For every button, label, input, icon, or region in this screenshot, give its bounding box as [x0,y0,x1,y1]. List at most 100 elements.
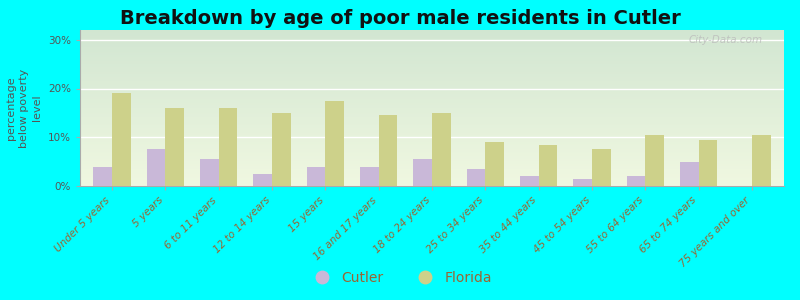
Bar [254,174,272,186]
Bar [80,108,784,110]
Bar [80,103,784,105]
Bar [80,175,784,177]
Bar [80,150,784,152]
Bar [200,159,218,186]
Bar [80,170,784,172]
Bar [80,141,784,142]
Bar [80,47,784,49]
Bar [80,75,784,77]
Bar [486,142,504,186]
Bar [80,49,784,50]
Bar [80,50,784,52]
Bar [80,99,784,100]
Bar [80,39,784,41]
Bar [80,74,784,75]
Bar [80,61,784,63]
Bar [94,167,112,186]
Bar [80,92,784,94]
Bar [80,181,784,183]
Bar [80,69,784,70]
Bar [80,139,784,141]
Bar [80,91,784,92]
Bar [80,173,784,175]
Bar [466,169,486,186]
Bar [80,63,784,64]
Bar [80,82,784,83]
Bar [80,106,784,108]
Bar [80,38,784,39]
Bar [80,142,784,144]
Bar [80,30,784,31]
Bar [80,55,784,56]
Bar [80,147,784,148]
Bar [80,97,784,99]
Bar [80,88,784,89]
Bar [80,60,784,61]
Bar [80,43,784,44]
Bar [80,121,784,122]
Bar [218,108,238,186]
Bar [80,32,784,33]
Bar [80,83,784,85]
Bar [80,183,784,184]
Bar [80,41,784,43]
Bar [80,148,784,150]
Bar [80,177,784,178]
Bar [80,105,784,106]
Bar [80,128,784,130]
Bar [80,158,784,160]
Bar [626,176,646,186]
Bar [80,72,784,74]
Bar [326,101,344,186]
Bar [538,145,558,186]
Bar [80,134,784,136]
Bar [80,86,784,88]
Bar [80,80,784,82]
Bar [680,162,698,186]
Bar [146,149,166,186]
Bar [80,155,784,156]
Bar [80,163,784,164]
Bar [80,146,784,147]
Bar [166,108,184,186]
Bar [360,167,378,186]
Bar [80,122,784,124]
Bar [80,89,784,91]
Bar [80,68,784,69]
Bar [80,156,784,158]
Bar [80,164,784,166]
Bar [80,160,784,161]
Bar [80,116,784,117]
Bar [80,172,784,173]
Bar [80,161,784,163]
Bar [80,46,784,47]
Bar [80,180,784,181]
Bar [80,169,784,170]
Bar [80,52,784,53]
Bar [272,113,290,186]
Bar [592,149,610,186]
Bar [80,78,784,80]
Bar [80,138,784,139]
Bar [752,135,770,186]
Bar [80,130,784,131]
Bar [80,36,784,38]
Bar [80,184,784,186]
Text: Breakdown by age of poor male residents in Cutler: Breakdown by age of poor male residents … [120,9,680,28]
Bar [80,131,784,133]
Legend: Cutler, Florida: Cutler, Florida [302,265,498,290]
Bar [574,179,592,186]
Bar [80,100,784,102]
Text: City-Data.com: City-Data.com [689,35,763,45]
Bar [80,56,784,58]
Bar [80,167,784,169]
Bar [80,124,784,125]
Bar [520,176,538,186]
Bar [80,111,784,113]
Bar [80,178,784,180]
Bar [80,33,784,35]
Bar [80,166,784,167]
Bar [80,44,784,46]
Bar [80,117,784,119]
Bar [80,66,784,68]
